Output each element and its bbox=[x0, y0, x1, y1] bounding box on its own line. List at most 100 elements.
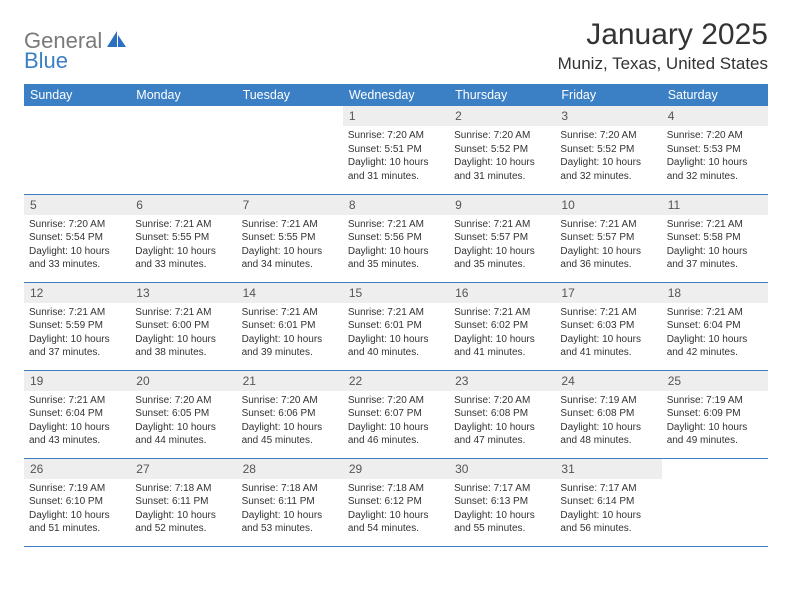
day-number: 15 bbox=[343, 283, 449, 303]
calendar-day-cell: 24Sunrise: 7:19 AMSunset: 6:08 PMDayligh… bbox=[555, 370, 661, 458]
calendar-day-cell: 28Sunrise: 7:18 AMSunset: 6:11 PMDayligh… bbox=[237, 458, 343, 546]
calendar-day-cell: 4Sunrise: 7:20 AMSunset: 5:53 PMDaylight… bbox=[662, 106, 768, 194]
weekday-header-row: SundayMondayTuesdayWednesdayThursdayFrid… bbox=[24, 84, 768, 106]
weekday-header: Tuesday bbox=[237, 84, 343, 106]
calendar-day-cell: 14Sunrise: 7:21 AMSunset: 6:01 PMDayligh… bbox=[237, 282, 343, 370]
day-number: 28 bbox=[237, 459, 343, 479]
day-details: Sunrise: 7:21 AMSunset: 6:02 PMDaylight:… bbox=[449, 303, 555, 364]
calendar-day-cell: 23Sunrise: 7:20 AMSunset: 6:08 PMDayligh… bbox=[449, 370, 555, 458]
title-block: January 2025 Muniz, Texas, United States bbox=[558, 18, 768, 74]
weekday-header: Thursday bbox=[449, 84, 555, 106]
month-title: January 2025 bbox=[558, 18, 768, 52]
calendar-day-cell: 5Sunrise: 7:20 AMSunset: 5:54 PMDaylight… bbox=[24, 194, 130, 282]
day-number: 13 bbox=[130, 283, 236, 303]
day-details: Sunrise: 7:17 AMSunset: 6:13 PMDaylight:… bbox=[449, 479, 555, 540]
brand-text-2: Blue bbox=[24, 48, 68, 73]
calendar-day-cell: 19Sunrise: 7:21 AMSunset: 6:04 PMDayligh… bbox=[24, 370, 130, 458]
day-details: Sunrise: 7:21 AMSunset: 5:55 PMDaylight:… bbox=[237, 215, 343, 276]
calendar-day-cell bbox=[237, 106, 343, 194]
day-details: Sunrise: 7:21 AMSunset: 5:56 PMDaylight:… bbox=[343, 215, 449, 276]
day-details: Sunrise: 7:21 AMSunset: 6:04 PMDaylight:… bbox=[662, 303, 768, 364]
calendar-day-cell: 10Sunrise: 7:21 AMSunset: 5:57 PMDayligh… bbox=[555, 194, 661, 282]
calendar-week-row: 26Sunrise: 7:19 AMSunset: 6:10 PMDayligh… bbox=[24, 458, 768, 546]
calendar-day-cell: 26Sunrise: 7:19 AMSunset: 6:10 PMDayligh… bbox=[24, 458, 130, 546]
calendar-day-cell: 1Sunrise: 7:20 AMSunset: 5:51 PMDaylight… bbox=[343, 106, 449, 194]
calendar-day-cell bbox=[130, 106, 236, 194]
day-number: 14 bbox=[237, 283, 343, 303]
calendar-day-cell: 2Sunrise: 7:20 AMSunset: 5:52 PMDaylight… bbox=[449, 106, 555, 194]
day-number: 4 bbox=[662, 106, 768, 126]
day-details: Sunrise: 7:21 AMSunset: 6:01 PMDaylight:… bbox=[237, 303, 343, 364]
weekday-header: Wednesday bbox=[343, 84, 449, 106]
day-number: 2 bbox=[449, 106, 555, 126]
day-details: Sunrise: 7:20 AMSunset: 5:54 PMDaylight:… bbox=[24, 215, 130, 276]
day-details: Sunrise: 7:18 AMSunset: 6:12 PMDaylight:… bbox=[343, 479, 449, 540]
calendar-week-row: 12Sunrise: 7:21 AMSunset: 5:59 PMDayligh… bbox=[24, 282, 768, 370]
day-number: 27 bbox=[130, 459, 236, 479]
calendar-day-cell: 31Sunrise: 7:17 AMSunset: 6:14 PMDayligh… bbox=[555, 458, 661, 546]
day-number: 7 bbox=[237, 195, 343, 215]
calendar-day-cell: 15Sunrise: 7:21 AMSunset: 6:01 PMDayligh… bbox=[343, 282, 449, 370]
day-details: Sunrise: 7:20 AMSunset: 5:51 PMDaylight:… bbox=[343, 126, 449, 187]
day-details: Sunrise: 7:18 AMSunset: 6:11 PMDaylight:… bbox=[130, 479, 236, 540]
day-details: Sunrise: 7:21 AMSunset: 6:01 PMDaylight:… bbox=[343, 303, 449, 364]
day-number: 23 bbox=[449, 371, 555, 391]
calendar-day-cell: 12Sunrise: 7:21 AMSunset: 5:59 PMDayligh… bbox=[24, 282, 130, 370]
day-number: 9 bbox=[449, 195, 555, 215]
day-details: Sunrise: 7:21 AMSunset: 5:57 PMDaylight:… bbox=[555, 215, 661, 276]
day-details: Sunrise: 7:19 AMSunset: 6:08 PMDaylight:… bbox=[555, 391, 661, 452]
day-number: 26 bbox=[24, 459, 130, 479]
day-number: 1 bbox=[343, 106, 449, 126]
day-details: Sunrise: 7:19 AMSunset: 6:09 PMDaylight:… bbox=[662, 391, 768, 452]
day-number: 17 bbox=[555, 283, 661, 303]
day-details: Sunrise: 7:20 AMSunset: 6:07 PMDaylight:… bbox=[343, 391, 449, 452]
day-number: 3 bbox=[555, 106, 661, 126]
calendar-day-cell: 29Sunrise: 7:18 AMSunset: 6:12 PMDayligh… bbox=[343, 458, 449, 546]
day-details: Sunrise: 7:21 AMSunset: 6:00 PMDaylight:… bbox=[130, 303, 236, 364]
header: General Blue January 2025 Muniz, Texas, … bbox=[24, 18, 768, 74]
day-details: Sunrise: 7:20 AMSunset: 6:05 PMDaylight:… bbox=[130, 391, 236, 452]
calendar-body: 1Sunrise: 7:20 AMSunset: 5:51 PMDaylight… bbox=[24, 106, 768, 546]
weekday-header: Monday bbox=[130, 84, 236, 106]
day-number: 20 bbox=[130, 371, 236, 391]
calendar-day-cell: 3Sunrise: 7:20 AMSunset: 5:52 PMDaylight… bbox=[555, 106, 661, 194]
day-details: Sunrise: 7:21 AMSunset: 5:59 PMDaylight:… bbox=[24, 303, 130, 364]
day-number: 11 bbox=[662, 195, 768, 215]
calendar-day-cell: 9Sunrise: 7:21 AMSunset: 5:57 PMDaylight… bbox=[449, 194, 555, 282]
calendar-week-row: 1Sunrise: 7:20 AMSunset: 5:51 PMDaylight… bbox=[24, 106, 768, 194]
day-details: Sunrise: 7:21 AMSunset: 5:58 PMDaylight:… bbox=[662, 215, 768, 276]
day-number: 5 bbox=[24, 195, 130, 215]
day-number: 25 bbox=[662, 371, 768, 391]
weekday-header: Friday bbox=[555, 84, 661, 106]
day-number: 30 bbox=[449, 459, 555, 479]
day-details: Sunrise: 7:20 AMSunset: 5:53 PMDaylight:… bbox=[662, 126, 768, 187]
day-number: 12 bbox=[24, 283, 130, 303]
calendar-day-cell: 7Sunrise: 7:21 AMSunset: 5:55 PMDaylight… bbox=[237, 194, 343, 282]
day-details: Sunrise: 7:21 AMSunset: 6:03 PMDaylight:… bbox=[555, 303, 661, 364]
day-details: Sunrise: 7:20 AMSunset: 6:08 PMDaylight:… bbox=[449, 391, 555, 452]
day-number: 22 bbox=[343, 371, 449, 391]
day-number: 8 bbox=[343, 195, 449, 215]
day-details: Sunrise: 7:21 AMSunset: 6:04 PMDaylight:… bbox=[24, 391, 130, 452]
day-details: Sunrise: 7:20 AMSunset: 5:52 PMDaylight:… bbox=[555, 126, 661, 187]
day-details: Sunrise: 7:19 AMSunset: 6:10 PMDaylight:… bbox=[24, 479, 130, 540]
calendar-page: General Blue January 2025 Muniz, Texas, … bbox=[0, 0, 792, 559]
sail-icon bbox=[106, 29, 128, 54]
day-number: 24 bbox=[555, 371, 661, 391]
location: Muniz, Texas, United States bbox=[558, 54, 768, 74]
day-details: Sunrise: 7:17 AMSunset: 6:14 PMDaylight:… bbox=[555, 479, 661, 540]
day-number: 21 bbox=[237, 371, 343, 391]
calendar-day-cell bbox=[662, 458, 768, 546]
calendar-day-cell: 16Sunrise: 7:21 AMSunset: 6:02 PMDayligh… bbox=[449, 282, 555, 370]
calendar-day-cell: 27Sunrise: 7:18 AMSunset: 6:11 PMDayligh… bbox=[130, 458, 236, 546]
weekday-header: Saturday bbox=[662, 84, 768, 106]
day-details: Sunrise: 7:18 AMSunset: 6:11 PMDaylight:… bbox=[237, 479, 343, 540]
calendar-day-cell: 17Sunrise: 7:21 AMSunset: 6:03 PMDayligh… bbox=[555, 282, 661, 370]
calendar-day-cell: 25Sunrise: 7:19 AMSunset: 6:09 PMDayligh… bbox=[662, 370, 768, 458]
day-number: 16 bbox=[449, 283, 555, 303]
calendar-day-cell: 21Sunrise: 7:20 AMSunset: 6:06 PMDayligh… bbox=[237, 370, 343, 458]
day-number: 19 bbox=[24, 371, 130, 391]
day-details: Sunrise: 7:21 AMSunset: 5:55 PMDaylight:… bbox=[130, 215, 236, 276]
brand-logo: General Blue bbox=[24, 18, 128, 54]
day-details: Sunrise: 7:20 AMSunset: 6:06 PMDaylight:… bbox=[237, 391, 343, 452]
